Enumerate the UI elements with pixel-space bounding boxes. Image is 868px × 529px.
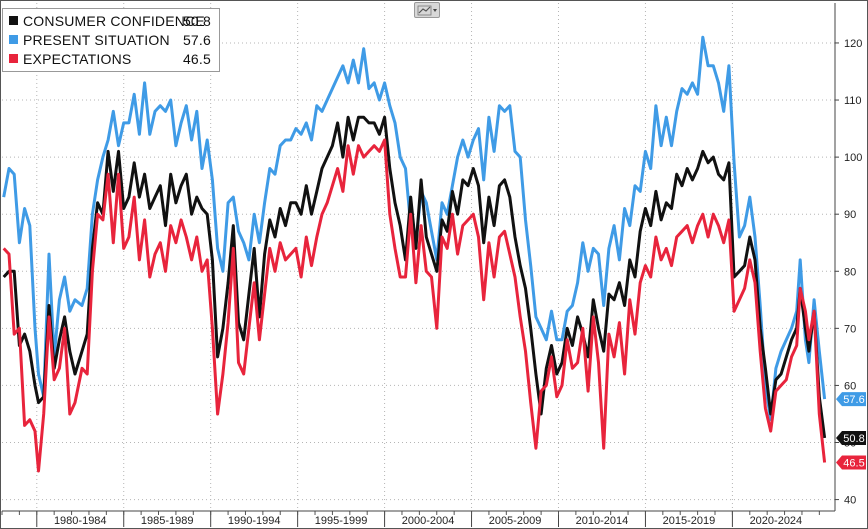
y-tick-label: 40 [844, 495, 856, 507]
x-tick-label: 2010-2014 [576, 515, 629, 527]
legend: CONSUMER CONFIDENCE 50.8 PRESENT SITUATI… [2, 8, 220, 72]
legend-swatch-present-situation [9, 35, 18, 44]
legend-label: EXPECTATIONS [23, 50, 132, 67]
y-tick-label: 80 [844, 266, 856, 278]
legend-value: 50.8 [182, 12, 211, 29]
x-tick-label: 2005-2009 [489, 515, 542, 527]
x-tick-label: 1980-1984 [54, 515, 107, 527]
series-line-consumer-confidence [2, 115, 827, 439]
chart-type-button[interactable] [414, 2, 440, 18]
legend-item-present-situation[interactable]: PRESENT SITUATION 57.6 [9, 30, 211, 49]
axes: 4050607080901001101201980-19841985-19891… [1, 3, 862, 527]
last-value-tag-bg [836, 392, 866, 407]
legend-item-expectations[interactable]: EXPECTATIONS 46.5 [9, 49, 211, 68]
legend-label: CONSUMER CONFIDENCE [23, 12, 205, 29]
line-chart-icon [417, 5, 437, 16]
y-tick-label: 70 [844, 323, 856, 335]
last-value-tag-bg [836, 455, 866, 470]
y-tick-label: 100 [844, 152, 862, 164]
legend-item-consumer-confidence[interactable]: CONSUMER CONFIDENCE 50.8 [9, 11, 211, 30]
last-value-label: 50.8 [843, 433, 864, 445]
x-tick-label: 2020-2024 [750, 515, 803, 527]
last-value-tag-expectations: 46.5 [836, 455, 866, 470]
legend-value: 57.6 [182, 31, 211, 48]
series-line-expectations [2, 138, 827, 473]
last-value-label: 46.5 [843, 457, 864, 469]
legend-swatch-expectations [9, 54, 18, 63]
legend-label: PRESENT SITUATION [23, 31, 170, 48]
last-value-tags: 57.6 50.8 46.5 [836, 392, 866, 470]
last-value-tag-consumer-confidence: 50.8 [836, 430, 866, 445]
x-tick-label: 1995-1999 [315, 515, 368, 527]
last-value-tag-present-situation: 57.6 [836, 392, 866, 407]
x-tick-label: 1990-1994 [228, 515, 281, 527]
series-lines [2, 35, 827, 473]
y-tick-label: 60 [844, 380, 856, 392]
x-tick-label: 2000-2004 [402, 515, 455, 527]
last-value-tag-bg [836, 430, 866, 445]
y-tick-label: 90 [844, 209, 856, 221]
legend-swatch-consumer-confidence [9, 16, 18, 25]
legend-value: 46.5 [182, 50, 211, 67]
x-tick-label: 2015-2019 [663, 515, 716, 527]
x-tick-label: 1985-1989 [141, 515, 194, 527]
last-value-label: 57.6 [843, 394, 864, 406]
y-tick-label: 120 [844, 38, 862, 50]
y-tick-label: 110 [844, 95, 862, 107]
